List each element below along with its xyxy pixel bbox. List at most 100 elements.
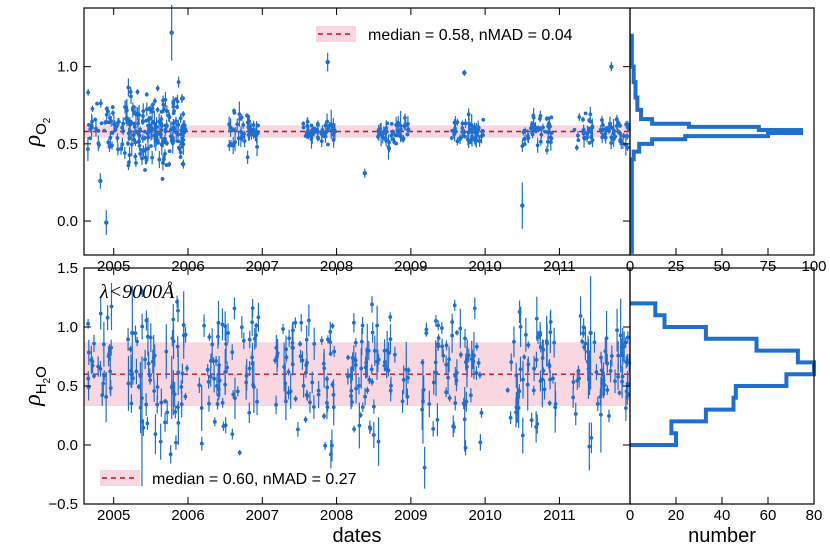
data-point [233, 396, 237, 401]
data-point [247, 337, 252, 342]
data-point [107, 145, 112, 149]
data-point [403, 116, 407, 120]
data-point [306, 318, 311, 323]
data-point [133, 154, 138, 159]
data-point [176, 308, 180, 313]
data-point [512, 339, 516, 344]
data-point [124, 108, 129, 113]
data-point [522, 136, 527, 141]
data-point [353, 363, 358, 367]
yticks-top: 0.0 0.5 1.0 [57, 59, 630, 230]
data-point [176, 420, 181, 425]
data-point [538, 379, 543, 383]
ylabel-top: ρO2 [20, 117, 53, 147]
data-point [308, 400, 312, 405]
data-point [312, 129, 317, 134]
hist-xtick-label: 25 [668, 258, 685, 275]
data-point [605, 388, 610, 392]
data-point [583, 341, 588, 346]
data-point [525, 382, 530, 387]
data-point [357, 423, 362, 428]
data-point [216, 320, 221, 325]
data-point [460, 121, 465, 126]
data-point [249, 132, 254, 137]
data-point [205, 367, 210, 372]
data-point [220, 400, 225, 405]
panel-bottom-scatter: −0.5 0.0 0.5 1.0 1.5 2005 2006 2007 2008 2009 201… [20, 260, 632, 547]
data-point [132, 110, 136, 115]
data-point [241, 123, 246, 127]
data-point [453, 374, 458, 378]
data-point [298, 342, 302, 346]
xtick-label: 2011 [543, 507, 575, 524]
xtick-label: 2008 [320, 258, 353, 275]
svg-text:ρH2O: ρH2O [20, 366, 53, 407]
data-point [286, 370, 291, 374]
xlabel-dates: dates [333, 525, 382, 547]
data-point [223, 370, 228, 374]
data-point [224, 342, 228, 346]
data-point [349, 393, 353, 398]
data-point [139, 419, 145, 424]
histogram-bottom-outline [630, 301, 816, 447]
ytick-label: 1.0 [57, 319, 78, 336]
data-point [141, 136, 145, 141]
data-point [478, 440, 483, 445]
data-point [131, 133, 136, 137]
hist-xticks-top: 0 25 50 75 100 [626, 248, 827, 275]
data-point [455, 139, 460, 144]
data-point [376, 134, 380, 139]
data-point [458, 352, 463, 357]
data-point [301, 121, 306, 126]
data-point [254, 323, 259, 328]
data-point [167, 149, 172, 154]
data-point [573, 412, 578, 416]
data-point [595, 402, 600, 406]
data-point [530, 132, 535, 137]
data-point [548, 377, 552, 382]
data-point [96, 141, 101, 146]
data-point [444, 343, 449, 348]
data-point [325, 119, 329, 124]
data-point [231, 392, 236, 397]
data-point [547, 401, 552, 406]
data-point [174, 97, 178, 102]
data-point [94, 126, 98, 131]
data-point [381, 131, 386, 136]
annotation-wavelength: λ<9000Å [99, 281, 175, 303]
data-point [86, 90, 91, 95]
data-point [256, 315, 261, 320]
data-point [181, 96, 185, 101]
data-point [140, 120, 145, 125]
data-point [98, 178, 103, 184]
data-point [549, 115, 554, 120]
data-point [160, 177, 165, 181]
data-point [215, 384, 219, 388]
data-point [623, 340, 628, 345]
data-point [251, 123, 256, 128]
data-point [386, 351, 391, 355]
data-point [466, 130, 471, 135]
data-point [594, 370, 599, 375]
data-point [126, 337, 130, 342]
data-point [531, 115, 536, 120]
data-point [315, 130, 320, 134]
data-point [169, 127, 173, 132]
hist-xtick-label: 50 [714, 258, 731, 275]
data-point [212, 419, 217, 424]
data-point [246, 133, 251, 137]
data-point [509, 360, 514, 365]
data-point [590, 138, 595, 143]
data-point [108, 369, 113, 374]
data-point [389, 122, 394, 126]
data-point [474, 371, 479, 375]
data-point [392, 352, 397, 357]
data-point [126, 131, 131, 136]
data-point [208, 374, 213, 379]
data-point [197, 383, 202, 388]
data-point [441, 353, 446, 358]
data-point [538, 345, 543, 350]
xtick-label: 2005 [97, 507, 130, 524]
data-point [86, 147, 90, 152]
data-point [129, 401, 134, 406]
